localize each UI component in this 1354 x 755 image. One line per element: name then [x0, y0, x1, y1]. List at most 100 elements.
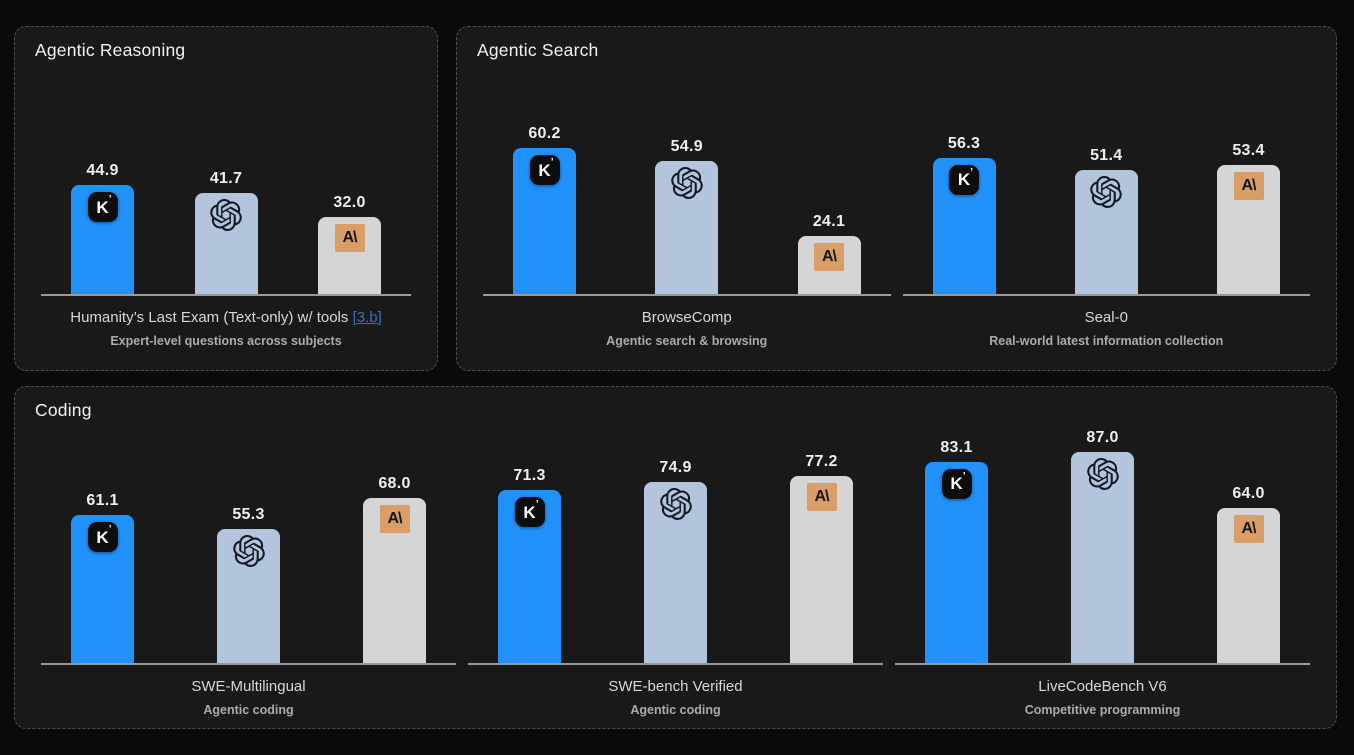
benchmark-name: SWE-bench Verified — [608, 678, 743, 695]
bar-kimi: K’ — [925, 461, 988, 663]
bar-group-anthropic: 53.4 A\ — [1217, 142, 1280, 294]
bar-value-label-kimi: 60.2 — [528, 125, 561, 143]
bar-group-kimi: 71.3 K’ — [498, 467, 561, 663]
chart-plot-area: 44.9 K’ 41.7 32.0 A\ — [41, 116, 411, 294]
chart-caption: Humanity’s Last Exam (Text-only) w/ tool… — [41, 309, 411, 348]
bar-value-label-openai: 87.0 — [1086, 429, 1119, 447]
anthropic-logo-icon: A\ — [1233, 171, 1264, 200]
bar-value-label-kimi: 71.3 — [513, 467, 546, 485]
bar-group-openai: 54.9 — [655, 138, 719, 294]
kimi-logo-icon: K’ — [949, 164, 979, 195]
kimi-letter: K — [96, 527, 109, 547]
bar-kimi: K’ — [71, 515, 134, 663]
chart-plot-area: 71.3 K’ 74.9 77.2 A\ — [468, 421, 883, 663]
bar-anthropic: A\ — [318, 216, 381, 294]
chart-plot-area: 61.1 K’ 55.3 68.0 A\ — [41, 421, 456, 663]
bar-value-label-openai: 55.3 — [232, 506, 265, 524]
anthropic-logo-icon: A\ — [806, 483, 837, 512]
bar-openai — [644, 481, 707, 663]
bar-kimi: K’ — [513, 148, 576, 294]
bar-group-kimi: 61.1 K’ — [71, 492, 134, 663]
bar-openai — [655, 161, 719, 294]
chart-swe-multilingual: 61.1 K’ 55.3 68.0 A\ SWE-Multilingual Agentic … — [35, 421, 462, 717]
benchmark-description: Agentic search & browsing — [606, 334, 768, 348]
panel-title-coding: Coding — [35, 400, 92, 420]
kimi-tick-mark: ’ — [108, 194, 112, 206]
benchmark-description: Competitive programming — [1024, 703, 1181, 717]
kimi-tick-mark: ’ — [535, 499, 539, 511]
chart-caption: BrowseComp Agentic search & browsing — [483, 309, 891, 348]
kimi-logo-icon: K’ — [514, 497, 545, 528]
bar-group-kimi: 56.3 K’ — [932, 135, 996, 294]
panel-coding: Coding 61.1 K’ 55.3 68.0 A\ SWE-Multilingual A… — [14, 386, 1337, 729]
x-axis-line — [41, 663, 456, 665]
bar-openai — [1074, 169, 1138, 294]
bar-anthropic: A\ — [797, 235, 861, 294]
bar-group-openai: 74.9 — [644, 459, 707, 663]
benchmark-description: Agentic coding — [630, 703, 721, 717]
kimi-tick-mark: ’ — [962, 470, 966, 482]
kimi-logo-icon: K’ — [529, 155, 560, 186]
kimi-letter: K — [523, 502, 536, 522]
openai-logo-icon — [210, 199, 242, 232]
bar-value-label-kimi: 83.1 — [940, 438, 973, 456]
openai-logo-icon — [659, 487, 692, 520]
bottom-row: Coding 61.1 K’ 55.3 68.0 A\ SWE-Multilingual A… — [14, 386, 1337, 729]
bar-group-anthropic: 24.1 A\ — [797, 213, 861, 294]
kimi-logo-icon: K’ — [87, 192, 118, 223]
bar-openai — [217, 529, 280, 663]
chart-plot-area: 83.1 K’ 87.0 64.0 A\ — [895, 421, 1310, 663]
benchmark-name: BrowseComp — [641, 309, 732, 326]
bar-group-openai: 41.7 — [194, 170, 258, 294]
bar-value-label-openai: 54.9 — [670, 138, 703, 156]
bar-kimi: K’ — [932, 157, 996, 294]
bar-kimi: K’ — [71, 185, 134, 294]
panel-title-agentic-reasoning: Agentic Reasoning — [35, 40, 186, 60]
kimi-letter: K — [957, 170, 971, 190]
kimi-logo-icon: K’ — [87, 522, 118, 553]
benchmark-name: SWE-Multilingual — [191, 678, 306, 695]
bar-anthropic: A\ — [1217, 164, 1280, 294]
chart-humanity-s-last-exam-text-only-w-tools: 44.9 K’ 41.7 32.0 A\ Humanity’s Last Exam (Te… — [35, 116, 417, 348]
anthropic-logo-icon: A\ — [814, 242, 844, 271]
bar-group-anthropic: 77.2 A\ — [790, 453, 853, 663]
bar-kimi: K’ — [498, 490, 561, 663]
x-axis-line — [902, 294, 1310, 296]
benchmark-description: Agentic coding — [203, 703, 294, 717]
chart-seal-0: 56.3 K’ 51.4 53.4 A\ Seal-0 Real-world latest … — [897, 116, 1317, 348]
anthropic-logo-icon: A\ — [1233, 515, 1264, 544]
benchmark-description: Real-world latest information collection — [989, 334, 1224, 348]
bar-anthropic: A\ — [1217, 508, 1280, 663]
bar-anthropic: A\ — [790, 476, 853, 663]
chart-swe-bench-verified: 71.3 K’ 74.9 77.2 A\ SWE-bench Verified Agenti… — [462, 421, 889, 717]
chart-plot-area: 56.3 K’ 51.4 53.4 A\ — [903, 116, 1311, 294]
bar-value-label-openai: 41.7 — [209, 170, 243, 188]
panel-agentic-search: Agentic Search 60.2 K’ 54.9 24.1 A\ BrowseCom… — [456, 26, 1337, 371]
kimi-tick-mark: ’ — [108, 524, 112, 536]
kimi-logo-icon: K’ — [941, 468, 972, 499]
bar-group-kimi: 60.2 K’ — [513, 125, 576, 294]
chart-livecodebench-v6: 83.1 K’ 87.0 64.0 A\ LiveCodeBench V6 Competit… — [889, 421, 1316, 717]
bar-value-label-kimi: 61.1 — [86, 492, 119, 510]
chart-caption: SWE-bench Verified Agentic coding — [468, 678, 883, 717]
bar-value-label-openai: 74.9 — [659, 458, 692, 476]
openai-logo-icon — [1086, 458, 1119, 491]
chart-caption: LiveCodeBench V6 Competitive programming — [895, 678, 1310, 717]
benchmark-name: LiveCodeBench V6 — [1038, 678, 1167, 695]
benchmark-name: Humanity’s Last Exam (Text-only) w/ tool… — [70, 309, 382, 326]
x-axis-line — [468, 663, 883, 665]
openai-logo-icon — [1090, 175, 1123, 208]
benchmark-description: Expert-level questions across subjects — [110, 334, 342, 348]
bar-openai — [194, 193, 258, 294]
kimi-letter: K — [950, 474, 963, 494]
anthropic-logo-icon: A\ — [334, 223, 365, 252]
bar-value-label-kimi: 44.9 — [86, 162, 119, 180]
anthropic-logo-icon: A\ — [379, 505, 410, 534]
bar-group-anthropic: 64.0 A\ — [1217, 485, 1280, 663]
openai-logo-icon — [232, 535, 265, 568]
bar-value-label-anthropic: 32.0 — [333, 193, 366, 211]
charts-row: 60.2 K’ 54.9 24.1 A\ BrowseComp Agentic search… — [477, 116, 1316, 348]
footnote-link[interactable]: [3.b] — [352, 309, 382, 326]
bar-openai — [1071, 452, 1134, 663]
benchmark-dashboard: Agentic Reasoning 44.9 K’ 41.7 32.0 A\ Humani… — [14, 26, 1337, 729]
